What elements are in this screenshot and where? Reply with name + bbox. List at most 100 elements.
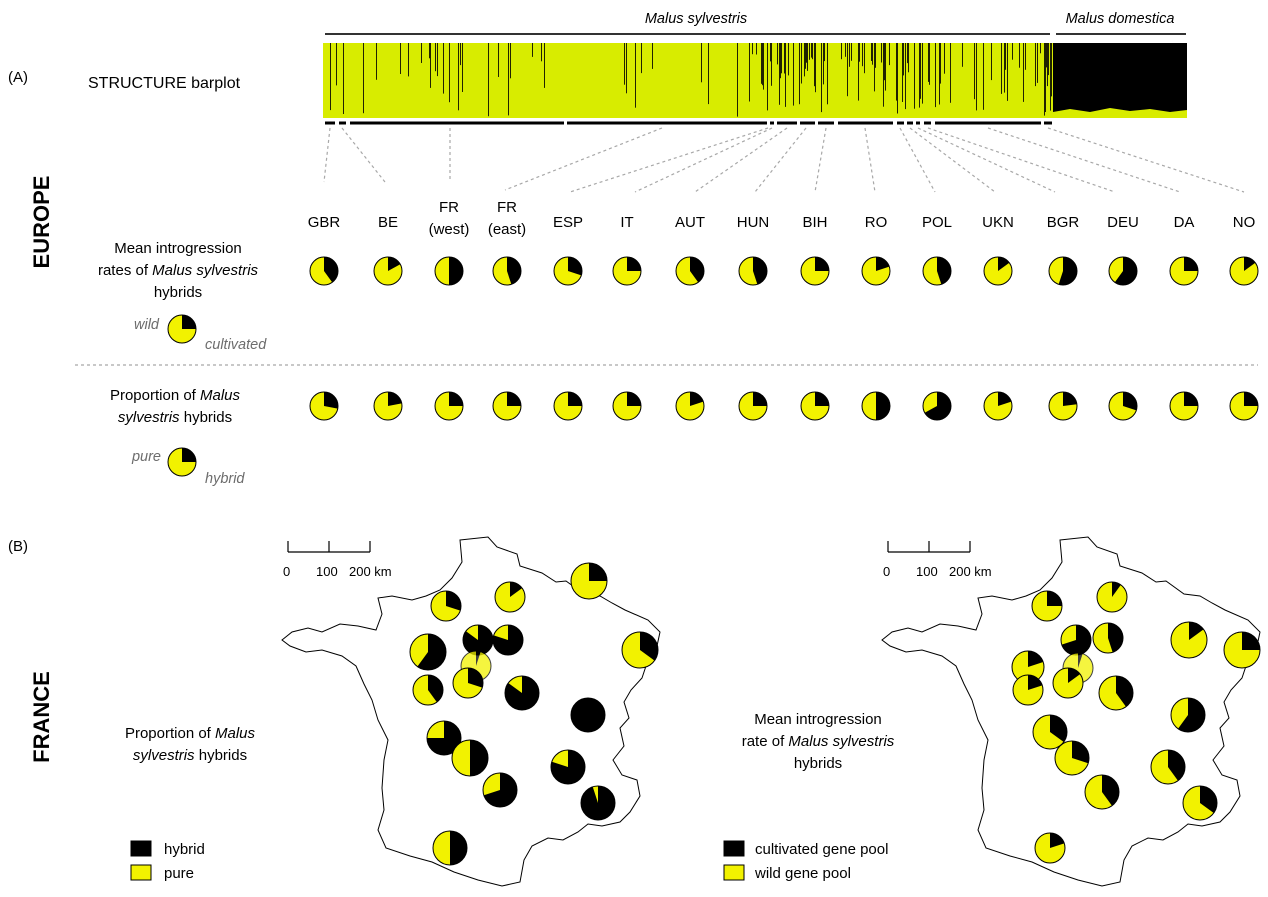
country-label: NO [1233, 214, 1256, 231]
hybrid-pie [983, 391, 1013, 421]
france-hybrid-pie [570, 697, 606, 733]
france-hybrid-pie [550, 749, 586, 785]
left-map-title-line2: sylvestris hybrids [133, 747, 247, 764]
introgression-pie [309, 256, 339, 286]
country-label: ESP [553, 214, 583, 231]
species-label-domestica: Malus domestica [1066, 11, 1175, 27]
panel-b-label: (B) [8, 538, 28, 555]
france-hybrid-pie [580, 785, 616, 821]
country-label: UKN [982, 214, 1014, 231]
hybrid-title-line1: Proportion of Malus [110, 387, 241, 404]
france-introgression-pie [1096, 581, 1128, 613]
legend-hybrid-swatch [130, 840, 152, 857]
france-map-left: 0 100 200 km [281, 536, 661, 887]
country-label: FR [497, 199, 517, 216]
legend-pure-text: pure [164, 865, 194, 882]
hybrid-pie [309, 391, 339, 421]
france-introgression-pie [1092, 622, 1124, 654]
france-outline-left [281, 536, 661, 887]
introgression-pie [1108, 256, 1138, 286]
introgression-pie [1229, 256, 1259, 286]
introgression-pie [612, 256, 642, 286]
france-hybrid-pie [432, 830, 468, 866]
hybrid-pie [434, 391, 464, 421]
introgression-title-line2: rates of Malus sylvestris [98, 262, 259, 279]
country-label: FR [439, 199, 459, 216]
region-label-europe: EUROPE [29, 176, 54, 269]
country-label: AUT [675, 214, 705, 231]
hybrid-pie [612, 391, 642, 421]
legend-pure-label: pure [131, 449, 161, 465]
legend-pure-swatch [130, 864, 152, 881]
species-label-sylvestris: Malus sylvestris [645, 11, 747, 27]
france-introgression-pie [1032, 714, 1068, 750]
scale-right-200: 200 km [949, 564, 992, 579]
country-label: POL [922, 214, 952, 231]
scale-bar-left [287, 541, 371, 553]
hybrid-pie [1229, 391, 1259, 421]
country-label: DA [1174, 214, 1195, 231]
france-introgression-pie [1031, 590, 1063, 622]
hybrid-pie-row [309, 391, 1259, 421]
panel-a-label: (A) [8, 69, 28, 86]
france-introgression-pie [1054, 740, 1090, 776]
legend-hybrid-text: hybrid [164, 841, 205, 858]
country-label: GBR [308, 214, 341, 231]
introgression-pie [492, 256, 522, 286]
france-left-pies [409, 562, 659, 866]
right-map-title-line2: rate of Malus sylvestris [742, 733, 895, 750]
hybrid-pie [553, 391, 583, 421]
legend-hybrid-pie [167, 447, 197, 477]
hybrid-pie [1108, 391, 1138, 421]
introgression-pie [1169, 256, 1199, 286]
france-introgression-pie [1084, 774, 1120, 810]
introgression-title-line1: Mean introgression [114, 240, 242, 257]
hybrid-pie [675, 391, 705, 421]
france-introgression-pie [1052, 667, 1084, 699]
right-map-title-line1: Mean introgression [754, 711, 882, 728]
hybrid-pie [373, 391, 403, 421]
hybrid-pie [922, 391, 952, 421]
legend-cultivated-swatch [723, 840, 745, 857]
introgression-pie [983, 256, 1013, 286]
france-introgression-pie [1011, 650, 1045, 684]
france-introgression-pie [1170, 621, 1208, 659]
country-label: DEU [1107, 214, 1139, 231]
barplot-admixture-stripes [330, 43, 1052, 117]
introgression-pie [922, 256, 952, 286]
introgression-pie [434, 256, 464, 286]
france-hybrid-pie [452, 667, 484, 699]
left-map-title-line1: Proportion of Malus [125, 725, 256, 742]
legend-wild-label: wild [134, 317, 160, 333]
country-label: RO [865, 214, 888, 231]
legend-wild-swatch [723, 864, 745, 881]
france-introgression-pie [1098, 675, 1134, 711]
legend-hybrid-label: hybrid [205, 471, 245, 487]
france-introgression-pie [1223, 631, 1261, 669]
introgression-pie [675, 256, 705, 286]
france-hybrid-pie [426, 720, 462, 756]
france-introgression-pie [1170, 697, 1206, 733]
scale-right-0: 0 [883, 564, 890, 579]
country-labels: GBR BE FR (west) FR (east) ESP IT AUT HUN BIH RO POL… [308, 199, 1256, 238]
hybrid-pie [492, 391, 522, 421]
hybrid-pie [861, 391, 891, 421]
france-hybrid-pie [621, 631, 659, 669]
introgression-pie [861, 256, 891, 286]
france-right-pies [1011, 581, 1261, 864]
hybrid-title-line2: sylvestris hybrids [118, 409, 232, 426]
introgression-pie [1048, 256, 1078, 286]
legend-introgression-pie [167, 314, 197, 344]
country-label-sub: (east) [488, 221, 526, 238]
right-map-title-line3: hybrids [794, 755, 842, 772]
france-hybrid-pie [430, 590, 462, 622]
region-label-france: FRANCE [29, 671, 54, 763]
hybrid-pie [1169, 391, 1199, 421]
scale-left-100: 100 [316, 564, 338, 579]
country-label: BIH [802, 214, 827, 231]
legend-cultivated-text: cultivated gene pool [755, 841, 888, 858]
introgression-pie [800, 256, 830, 286]
legend-wild-text: wild gene pool [754, 865, 851, 882]
france-hybrid-pie [570, 562, 608, 600]
france-hybrid-pie [462, 624, 494, 656]
